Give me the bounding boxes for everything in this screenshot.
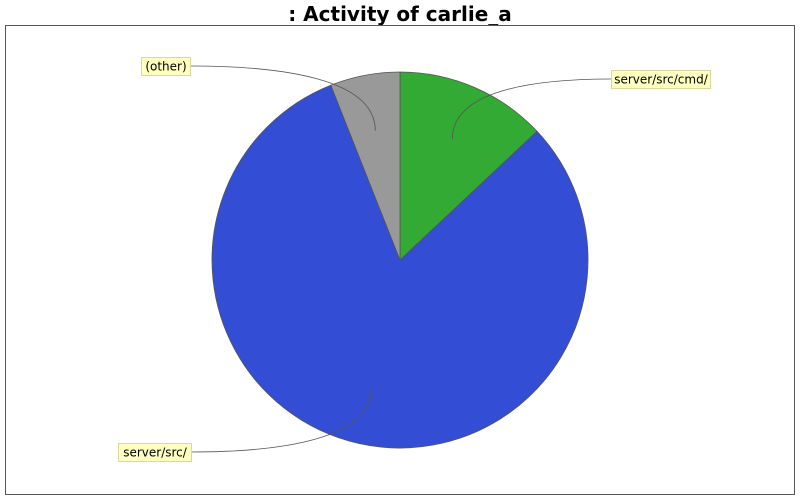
- slice-label-box: [611, 70, 711, 89]
- slice-label-box: [141, 57, 191, 76]
- slice-label-server-src-cmd: server/src/cmd/: [611, 70, 711, 89]
- slice-label-other: (other): [141, 57, 191, 76]
- leader-line-server-src-cmd: [451, 78, 612, 140]
- pie-slice-other: [330, 71, 401, 261]
- slices-layer: [211, 71, 589, 449]
- leaders-layer: [189, 65, 612, 453]
- slice-label-box: [118, 443, 192, 462]
- slice-label-text: server/src/cmd/: [614, 73, 708, 87]
- slice-label-text: server/src/: [123, 446, 188, 460]
- pie-slice-server-src-cmd: [399, 71, 538, 261]
- pie-slice-server-src: [211, 84, 589, 449]
- leader-line-server-src: [190, 388, 372, 453]
- labels-layer: server/src/cmd/server/src/ (other): [118, 57, 711, 462]
- leader-line-other: [189, 65, 376, 131]
- chart-title: : Activity of carlie_a: [288, 2, 512, 26]
- slice-label-server-src: server/src/: [118, 443, 192, 462]
- slice-label-text: (other): [145, 60, 186, 74]
